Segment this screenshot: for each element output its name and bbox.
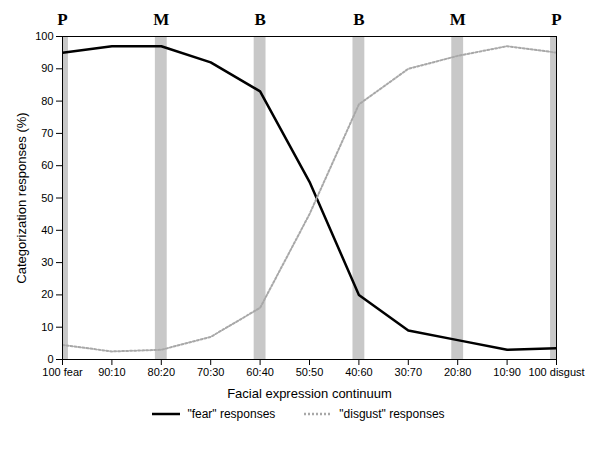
svg-text:20: 20 xyxy=(41,288,53,300)
svg-text:B: B xyxy=(254,10,265,29)
svg-text:80:20: 80:20 xyxy=(148,366,176,378)
svg-text:P: P xyxy=(551,10,561,29)
svg-text:100 disgust: 100 disgust xyxy=(528,366,584,378)
html-text:"disgust" responses: "disgust" responses xyxy=(339,407,445,421)
svg-text:M: M xyxy=(153,10,169,29)
svg-text:0: 0 xyxy=(47,353,53,365)
svg-text:60: 60 xyxy=(41,159,53,171)
html-text:"fear" responses: "fear" responses xyxy=(187,407,276,421)
svg-text:50: 50 xyxy=(41,192,53,204)
svg-text:100 fear: 100 fear xyxy=(42,366,83,378)
svg-text:60:40: 60:40 xyxy=(246,366,274,378)
svg-text:30:70: 30:70 xyxy=(395,366,423,378)
svg-text:10: 10 xyxy=(41,321,53,333)
svg-text:90: 90 xyxy=(41,62,53,74)
svg-text:10:90: 10:90 xyxy=(493,366,521,378)
svg-text:M: M xyxy=(450,10,466,29)
svg-text:100: 100 xyxy=(35,30,53,42)
svg-text:Facial expression continuum: Facial expression continuum xyxy=(227,386,392,401)
svg-text:90:10: 90:10 xyxy=(98,366,126,378)
svg-text:50:50: 50:50 xyxy=(296,366,324,378)
svg-text:80: 80 xyxy=(41,95,53,107)
svg-text:B: B xyxy=(353,10,364,29)
svg-text:Categorization responses (%): Categorization responses (%) xyxy=(14,112,29,283)
svg-text:70: 70 xyxy=(41,127,53,139)
svg-text:30: 30 xyxy=(41,256,53,268)
svg-text:20:80: 20:80 xyxy=(444,366,472,378)
svg-text:P: P xyxy=(57,10,67,29)
svg-text:70:30: 70:30 xyxy=(197,366,225,378)
svg-text:40:60: 40:60 xyxy=(345,366,373,378)
svg-text:40: 40 xyxy=(41,224,53,236)
